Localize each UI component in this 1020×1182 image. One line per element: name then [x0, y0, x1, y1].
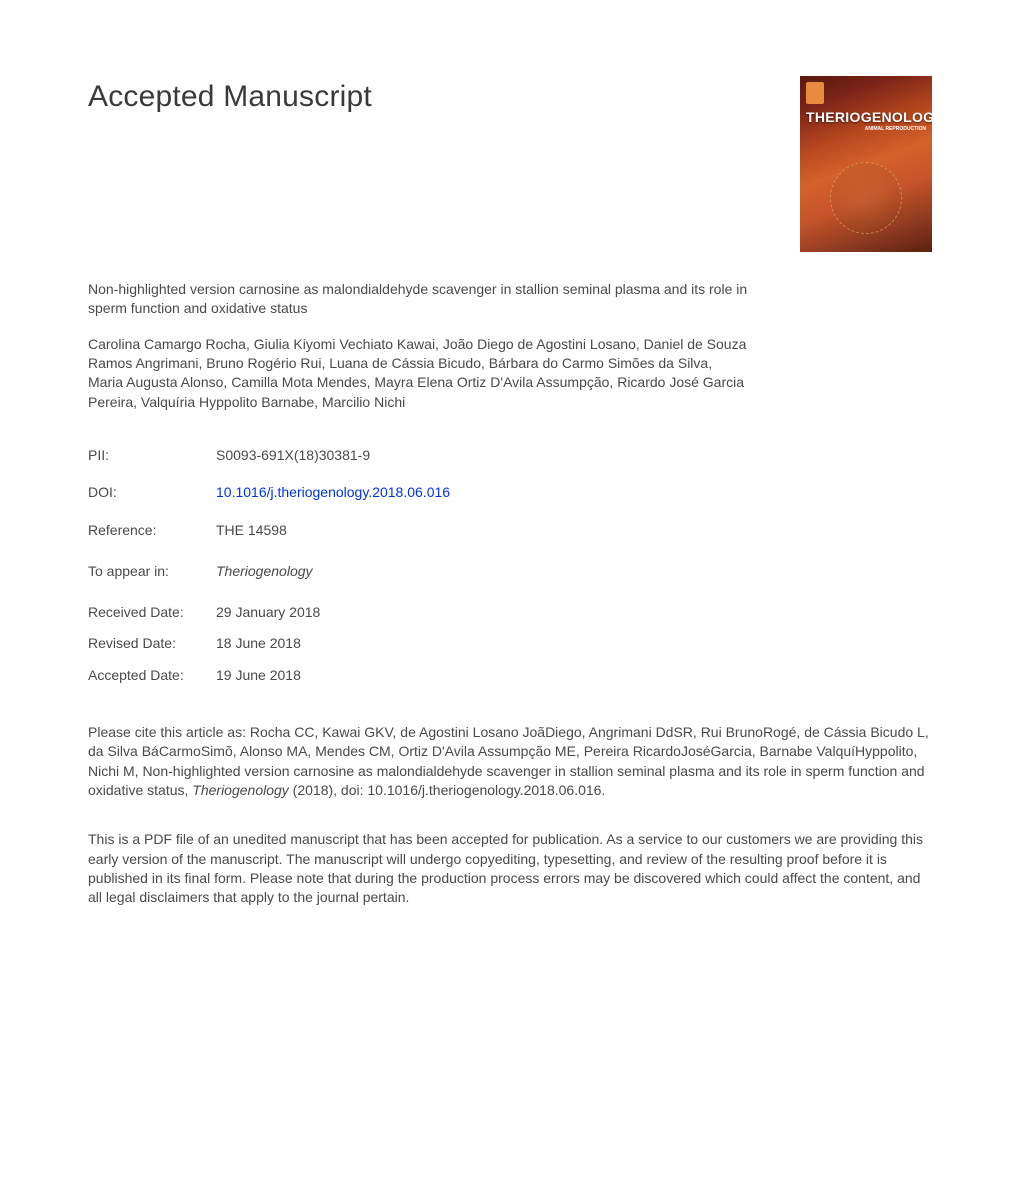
journal-cover-subtitle: ANIMAL REPRODUCTION [865, 126, 926, 133]
metadata-table: PII: S0093-691X(18)30381-9 DOI: 10.1016/… [88, 446, 932, 685]
revised-label: Revised Date: [88, 634, 216, 653]
accepted-label: Accepted Date: [88, 666, 216, 685]
page-heading: Accepted Manuscript [88, 76, 372, 117]
meta-row-pii: PII: S0093-691X(18)30381-9 [88, 446, 932, 465]
doi-label: DOI: [88, 483, 216, 502]
publisher-logo-icon [806, 82, 824, 104]
citation-suffix: (2018), doi: 10.1016/j.theriogenology.20… [289, 782, 606, 798]
header-row: Accepted Manuscript THERIOGENOLOGY ANIMA… [88, 76, 932, 252]
disclaimer-text: This is a PDF file of an unedited manusc… [88, 830, 932, 907]
meta-row-revised: Revised Date: 18 June 2018 [88, 634, 932, 653]
meta-row-doi: DOI: 10.1016/j.theriogenology.2018.06.01… [88, 483, 932, 502]
citation-block: Please cite this article as: Rocha CC, K… [88, 723, 932, 800]
reference-label: Reference: [88, 521, 216, 540]
authors-list: Carolina Camargo Rocha, Giulia Kiyomi Ve… [88, 335, 748, 412]
toappear-value: Theriogenology [216, 562, 313, 581]
journal-cover-thumbnail: THERIOGENOLOGY ANIMAL REPRODUCTION [800, 76, 932, 252]
meta-row-received: Received Date: 29 January 2018 [88, 603, 932, 622]
toappear-label: To appear in: [88, 562, 216, 581]
accepted-value: 19 June 2018 [216, 666, 301, 685]
meta-row-reference: Reference: THE 14598 [88, 521, 932, 540]
revised-value: 18 June 2018 [216, 634, 301, 653]
meta-row-toappear: To appear in: Theriogenology [88, 562, 932, 581]
article-title: Non-highlighted version carnosine as mal… [88, 280, 748, 319]
cover-art-cell-icon [830, 162, 902, 234]
received-label: Received Date: [88, 603, 216, 622]
meta-row-accepted: Accepted Date: 19 June 2018 [88, 666, 932, 685]
pii-value: S0093-691X(18)30381-9 [216, 446, 370, 465]
doi-link[interactable]: 10.1016/j.theriogenology.2018.06.016 [216, 483, 450, 502]
journal-cover-title: THERIOGENOLOGY [806, 108, 926, 127]
reference-value: THE 14598 [216, 521, 287, 540]
citation-journal: Theriogenology [192, 782, 289, 798]
pii-label: PII: [88, 446, 216, 465]
received-value: 29 January 2018 [216, 603, 320, 622]
article-title-block: Non-highlighted version carnosine as mal… [88, 280, 748, 319]
